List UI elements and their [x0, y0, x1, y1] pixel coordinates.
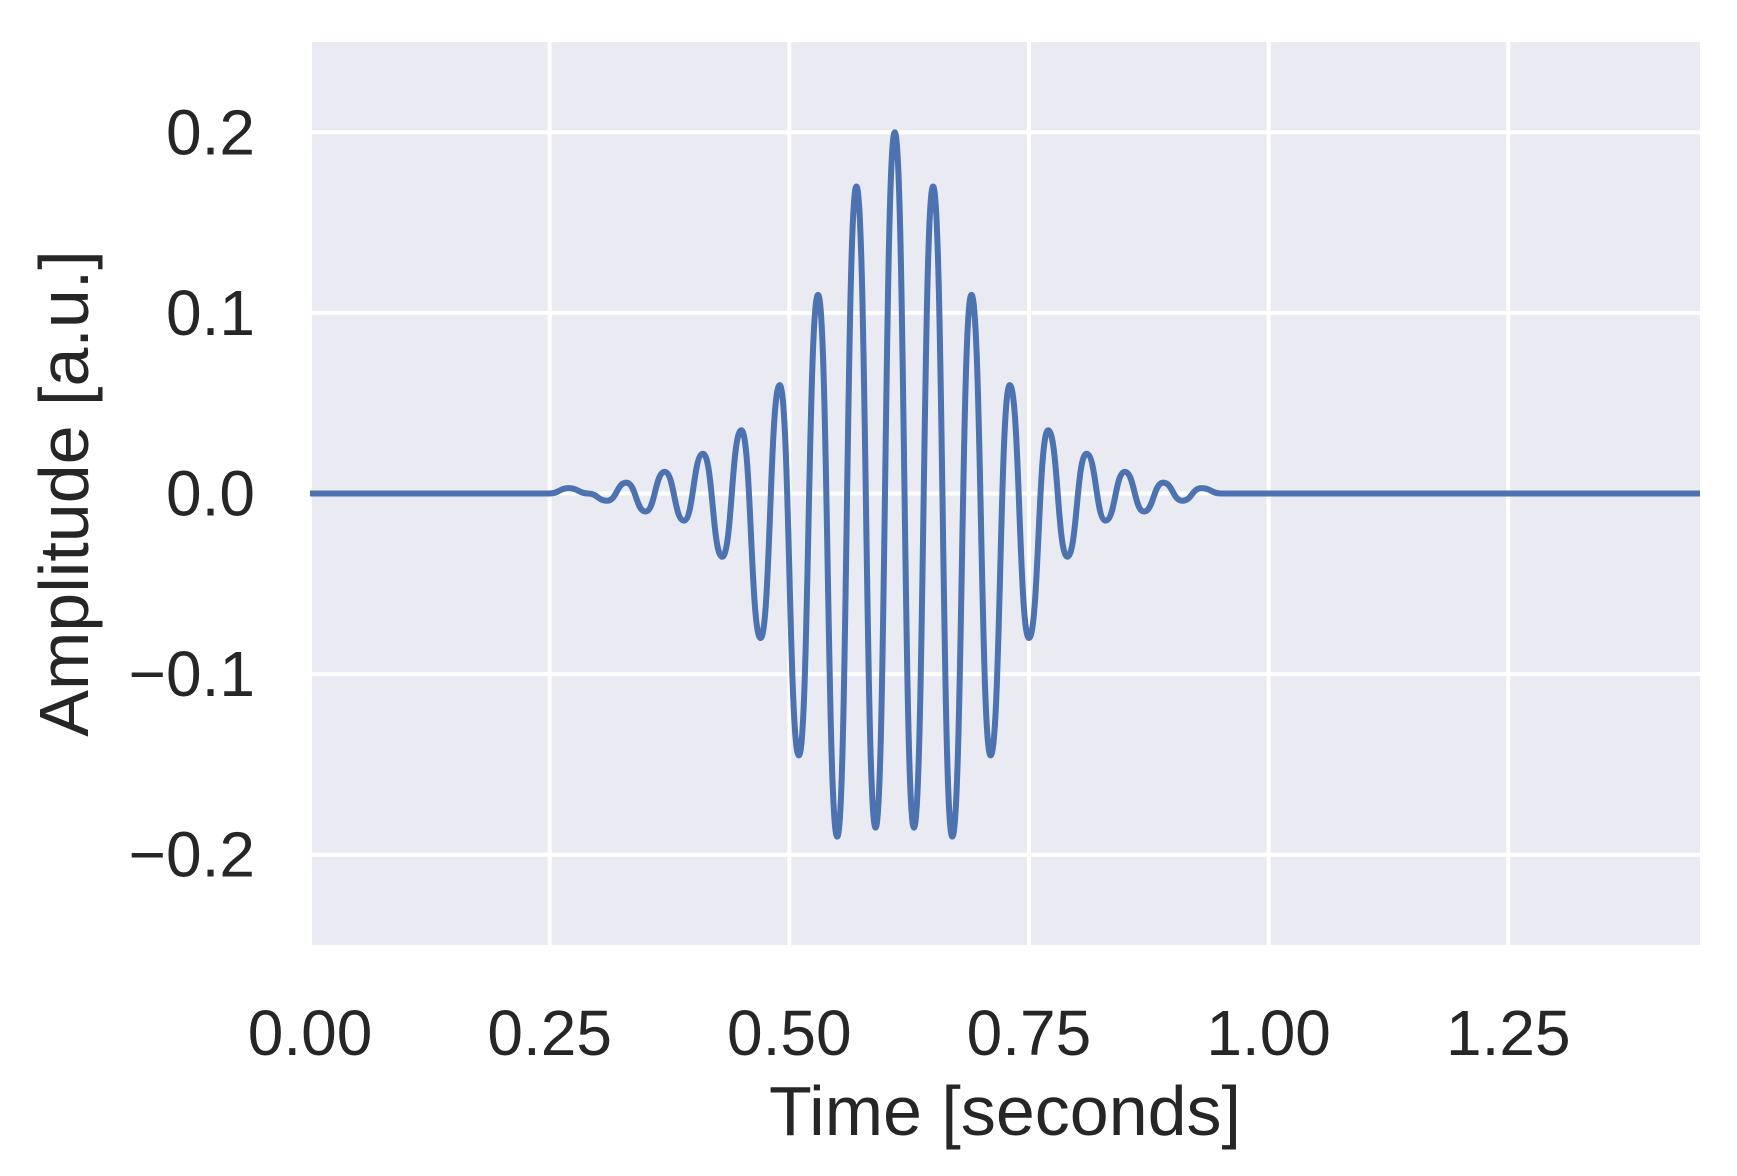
y-tick-label: −0.1: [129, 638, 255, 710]
x-tick-label: 0.25: [487, 997, 612, 1069]
x-tick-label: 0.75: [967, 997, 1092, 1069]
series-layer: [310, 129, 1700, 840]
x-tick-label: 0.50: [727, 997, 852, 1069]
y-tick-label: 0.1: [166, 277, 255, 349]
x-tick-label: 1.00: [1206, 997, 1331, 1069]
y-tick-label: 0.0: [166, 458, 255, 530]
y-tick-label: 0.2: [166, 96, 255, 168]
x-axis-label: Time [seconds]: [769, 1072, 1241, 1150]
y-axis-label: Amplitude [a.u.]: [25, 250, 103, 736]
y-tick-label: −0.2: [129, 819, 255, 891]
tick-labels: 0.00 0.25 0.50 0.75 1.00 1.25 −0.2 −0.1 0.0 0.1 0.…: [129, 96, 1571, 1069]
x-tick-label: 1.25: [1446, 997, 1571, 1069]
series-line: [310, 129, 1700, 840]
x-tick-label: 0.00: [248, 997, 373, 1069]
